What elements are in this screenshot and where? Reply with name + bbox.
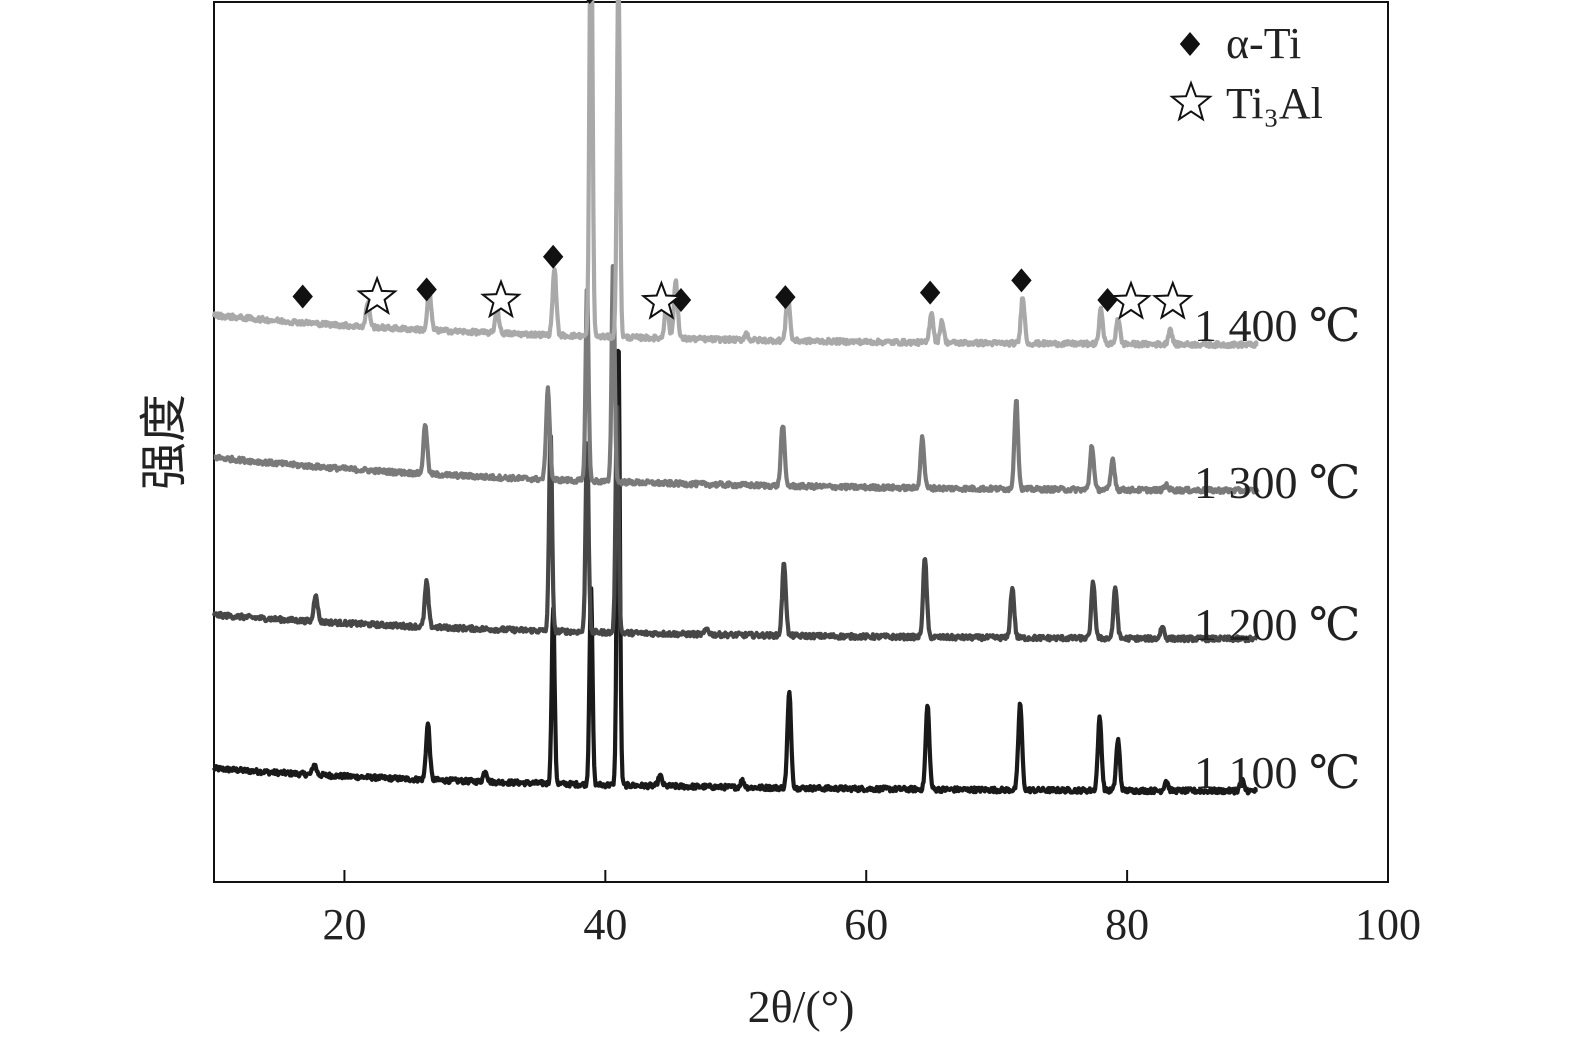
alpha-ti-peak-marker [919,280,941,305]
series-line-2 [211,404,1259,644]
legend-label-alpha-ti: α-Ti [1226,19,1301,68]
series-line-1 [212,348,1259,796]
x-tick-label: 80 [1105,900,1149,949]
ti3al-peak-marker [356,275,398,316]
alpha-ti-peak-marker [1097,288,1118,312]
ti3al-peak-marker [1110,280,1152,320]
legend-diamond-icon [1179,32,1201,56]
alpha-ti-peak-marker [416,277,437,302]
alpha-ti-peak-marker [775,285,796,310]
alpha-ti-peak-marker [1011,268,1032,293]
plot-area-border [213,1,1389,883]
series-label-1: 1 100 ℃ [1194,747,1360,798]
y-axis-label: 强度 [138,394,191,490]
ti3al-peak-marker [480,278,522,319]
x-tick-label: 20 [322,900,366,949]
series-line-4 [211,0,1259,350]
series-label-2: 1 200 ℃ [1194,599,1360,650]
x-axis-label: 2θ/(°) [748,981,855,1032]
x-tick-label: 40 [583,900,627,949]
ti3al-peak-marker [1151,280,1194,320]
series-label-4: 1 400 ℃ [1194,300,1360,351]
x-tick-label: 60 [844,900,888,949]
legend-star-icon [1169,80,1213,122]
alpha-ti-peak-marker [586,0,594,4]
series-line-3 [212,264,1260,496]
x-tick-label: 100 [1355,900,1421,949]
alpha-ti-peak-marker [292,284,313,309]
legend-label-ti3al: Ti₃Al [1226,79,1323,128]
ti3al-peak-marker [640,280,683,320]
alpha-ti-peak-marker [542,244,564,269]
series-label-3: 1 300 ℃ [1194,457,1360,508]
alpha-ti-peak-marker [670,288,692,312]
